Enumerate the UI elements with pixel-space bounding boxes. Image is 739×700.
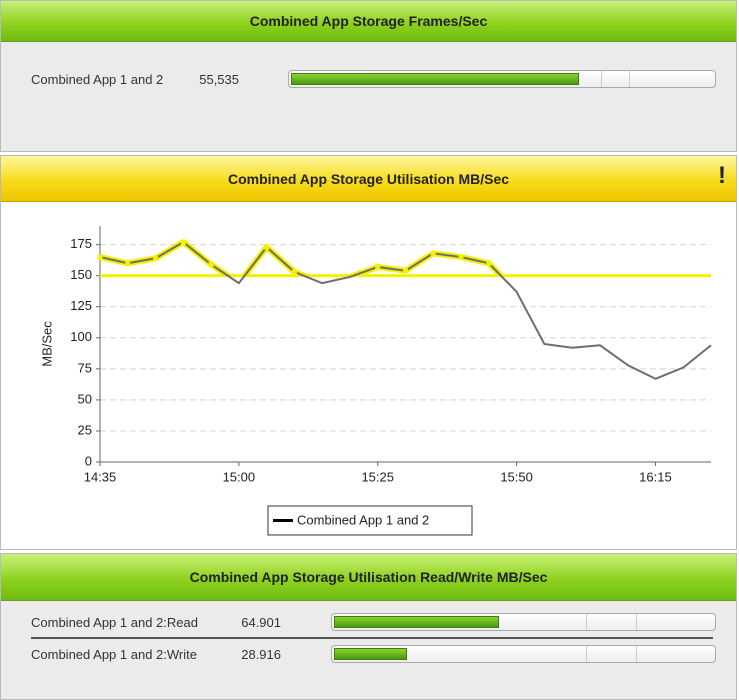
meter-divider — [601, 71, 603, 87]
meter-divider — [636, 614, 638, 630]
meter-divider — [629, 71, 631, 87]
meter-track — [331, 645, 716, 663]
y-tick-label: 75 — [78, 360, 92, 375]
meter-fill — [291, 73, 580, 85]
panel-header: Combined App Storage Utilisation MB/Sec … — [1, 156, 736, 202]
point-marker — [375, 264, 381, 270]
point-marker — [403, 268, 408, 274]
meter-fill — [334, 616, 499, 628]
point-marker — [208, 262, 214, 268]
meter-divider — [636, 646, 638, 662]
meter-label: Combined App 1 and 2 — [31, 72, 164, 87]
read-write-panel: Combined App Storage Utilisation Read/Wr… — [0, 553, 737, 700]
y-tick-label: 150 — [70, 267, 92, 282]
legend-label: Combined App 1 and 2 — [297, 512, 429, 527]
alert-icon[interactable]: ! — [718, 162, 726, 189]
x-tick-label: 15:25 — [361, 469, 394, 484]
meter-track — [288, 70, 716, 88]
panel-title: Combined App Storage Utilisation Read/Wr… — [189, 569, 548, 585]
y-tick-label: 50 — [78, 391, 92, 406]
panel-title: Combined App Storage Utilisation MB/Sec — [227, 170, 510, 187]
point-marker — [180, 239, 186, 245]
panel-header: Combined App Storage Frames/Sec — [1, 1, 736, 42]
point-marker — [458, 254, 464, 260]
meter-divider — [586, 614, 588, 630]
meter-label: Combined App 1 and 2:Read — [31, 615, 198, 630]
meter-row: Combined App 1 and 2 55,535 — [1, 67, 738, 93]
point-marker — [125, 260, 131, 266]
point-marker — [264, 244, 270, 250]
y-tick-label: 100 — [70, 329, 92, 344]
meter-row: Combined App 1 and 2:Read 64.901 — [1, 610, 738, 636]
point-marker — [97, 254, 103, 260]
point-marker — [153, 255, 159, 261]
point-marker — [430, 250, 436, 256]
meter-row: Combined App 1 and 2:Write 28.916 — [1, 642, 738, 668]
legend-box — [267, 505, 473, 536]
y-axis-label: MB/Sec — [39, 321, 54, 367]
x-tick-label: 15:50 — [500, 469, 533, 484]
frames-panel: Combined App Storage Frames/Sec Combined… — [0, 0, 737, 152]
x-tick-label: 14:35 — [84, 469, 117, 484]
y-tick-label: 25 — [78, 422, 92, 437]
meter-label: Combined App 1 and 2:Write — [31, 647, 197, 662]
chart: 0 25 50 75 100 125 150 175 MB/Sec 14:35 15:00 15:25… — [39, 226, 712, 536]
series-line — [99, 241, 712, 380]
row-separator — [31, 637, 713, 639]
meter-divider — [586, 646, 588, 662]
meter-fill — [334, 648, 408, 660]
y-tick-label: 175 — [70, 236, 92, 251]
x-tick-label: 15:00 — [223, 469, 256, 484]
utilisation-panel: Combined App Storage Utilisation MB/Sec … — [0, 155, 737, 550]
legend: Combined App 1 and 2 — [267, 505, 473, 536]
point-marker — [291, 269, 297, 275]
y-tick-label: 0 — [85, 453, 92, 468]
meter-value: 55,535 — [199, 72, 239, 87]
meter-track — [331, 613, 716, 631]
meter-value: 64.901 — [241, 615, 281, 630]
panel-header: Combined App Storage Utilisation Read/Wr… — [1, 554, 736, 601]
meter-value: 28.916 — [241, 647, 281, 662]
point-marker — [486, 260, 492, 266]
y-tick-label: 125 — [70, 298, 92, 313]
panel-title: Combined App Storage Frames/Sec — [249, 13, 488, 29]
x-tick-label: 16:15 — [639, 469, 672, 484]
